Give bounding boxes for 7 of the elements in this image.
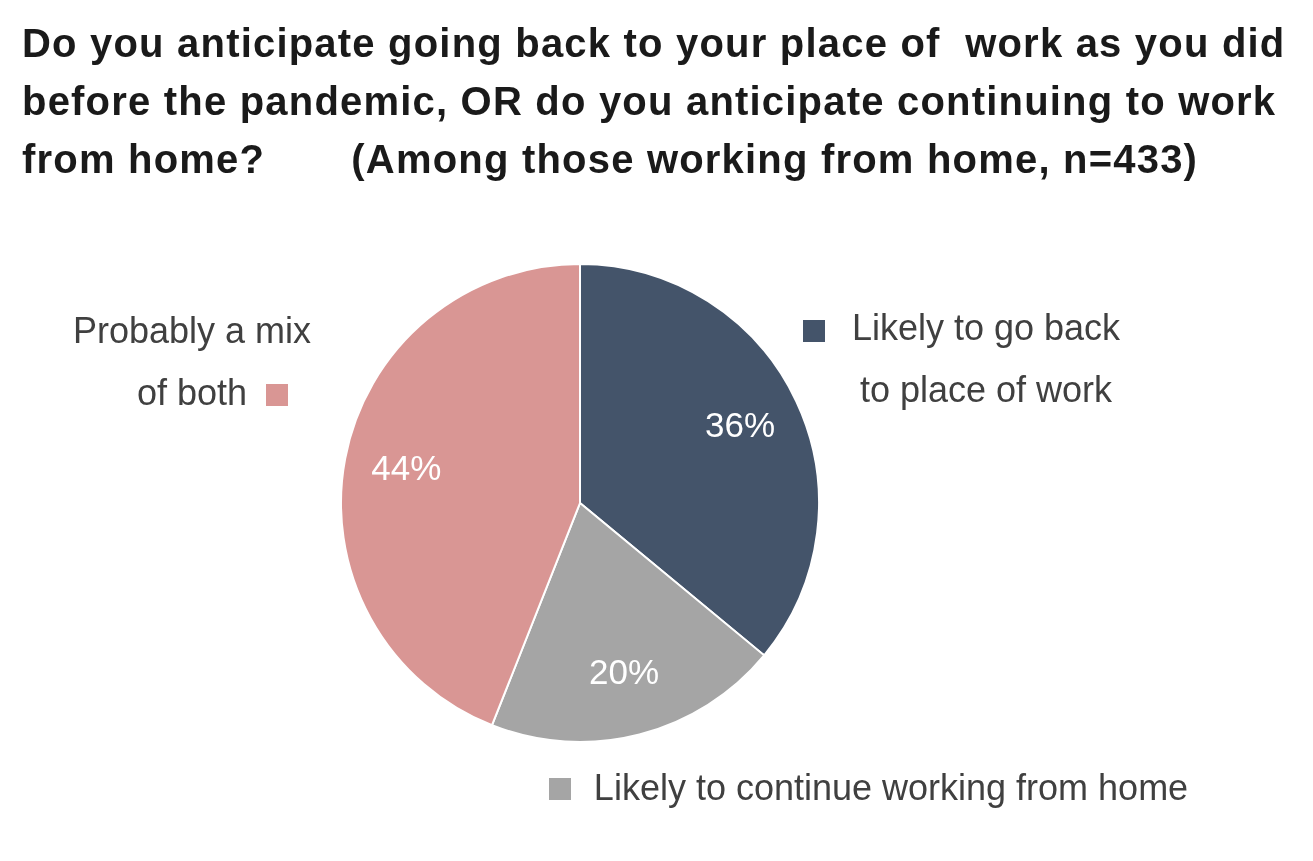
data-label: 36% [705,405,776,445]
legend-label: Likely to continue working from home [593,766,1189,808]
data-label: 20% [588,651,660,691]
data-label: 44% [371,447,442,487]
slice-label: Probably a mix of both [72,309,312,413]
legend-label: Likely to go back to place of work [851,306,1122,410]
chart-title: Do you anticipate going back to your place of work as you did before the pandemic, OR do you anticipate continuing to work from home? (Among those working from home, n=433) [22,20,1286,183]
